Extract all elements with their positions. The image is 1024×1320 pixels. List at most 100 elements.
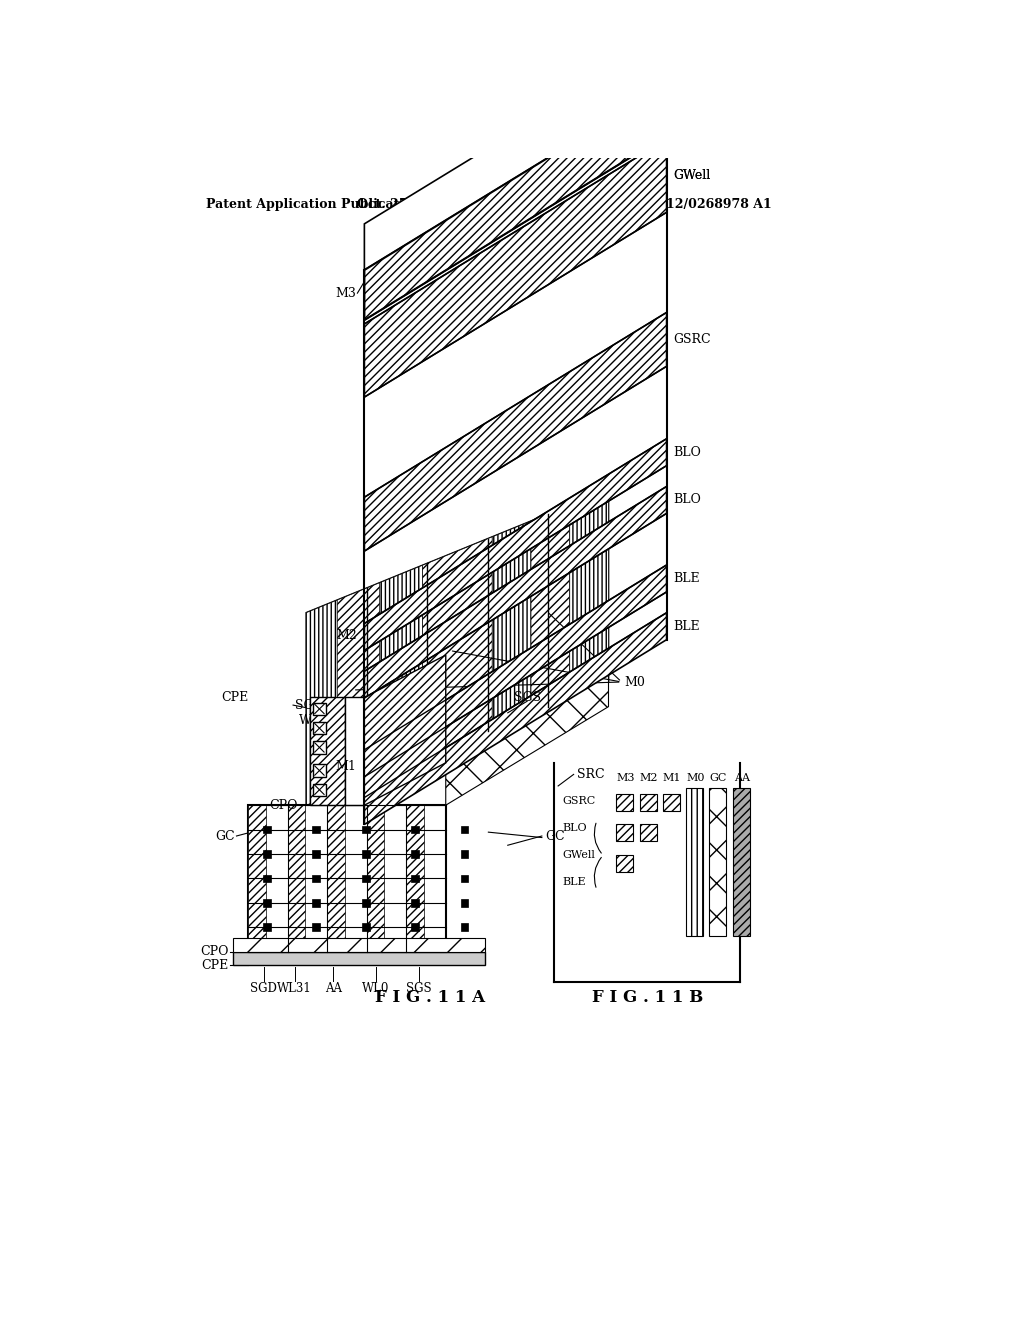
Bar xyxy=(263,850,270,858)
Polygon shape xyxy=(365,136,667,323)
Text: Patent Application Publication: Patent Application Publication xyxy=(206,198,421,211)
Polygon shape xyxy=(380,565,423,775)
Polygon shape xyxy=(306,601,337,805)
Polygon shape xyxy=(531,506,569,714)
Text: GWell: GWell xyxy=(562,850,595,861)
Bar xyxy=(461,923,468,931)
Text: SGD: SGD xyxy=(250,982,278,995)
Text: BLE: BLE xyxy=(673,572,699,585)
Polygon shape xyxy=(365,565,667,776)
Text: BLO: BLO xyxy=(673,494,700,507)
Bar xyxy=(312,899,321,907)
Polygon shape xyxy=(248,805,445,952)
Bar xyxy=(361,899,370,907)
Text: BLO: BLO xyxy=(673,446,700,458)
Polygon shape xyxy=(367,805,384,952)
Text: CPO: CPO xyxy=(269,799,298,812)
Bar xyxy=(361,874,370,882)
Polygon shape xyxy=(365,213,667,498)
Text: BLO: BLO xyxy=(562,824,587,833)
Bar xyxy=(412,850,419,858)
Polygon shape xyxy=(407,805,424,952)
Text: GC: GC xyxy=(545,829,564,842)
Text: CPE: CPE xyxy=(202,958,228,972)
Bar xyxy=(640,825,656,841)
Bar xyxy=(313,722,326,734)
Text: SGS: SGS xyxy=(514,690,541,704)
Polygon shape xyxy=(423,537,493,758)
Bar xyxy=(616,825,633,841)
Polygon shape xyxy=(337,582,380,792)
Text: M3: M3 xyxy=(336,286,356,300)
Text: M1: M1 xyxy=(336,760,356,774)
Text: BLE: BLE xyxy=(673,619,699,632)
Text: WL0: WL0 xyxy=(362,982,390,995)
Bar xyxy=(412,899,419,907)
Polygon shape xyxy=(493,521,531,730)
Text: AA: AA xyxy=(325,982,342,995)
Polygon shape xyxy=(365,655,445,805)
Bar xyxy=(640,793,656,810)
Text: M3: M3 xyxy=(616,774,635,783)
Bar xyxy=(732,788,750,936)
Bar xyxy=(361,850,370,858)
Bar xyxy=(313,764,326,776)
Polygon shape xyxy=(445,668,608,805)
Text: SRC: SRC xyxy=(578,768,605,781)
Text: CPE: CPE xyxy=(221,690,248,704)
Polygon shape xyxy=(232,952,484,965)
Text: M2: M2 xyxy=(640,774,658,783)
Text: F I G . 1 1 B: F I G . 1 1 B xyxy=(592,989,702,1006)
Text: M2: M2 xyxy=(336,630,356,643)
Bar xyxy=(361,923,370,931)
Text: GWell: GWell xyxy=(673,169,710,182)
Bar xyxy=(263,826,270,833)
Text: GC: GC xyxy=(710,774,727,783)
Polygon shape xyxy=(365,513,667,750)
Polygon shape xyxy=(306,490,608,805)
Text: US 2012/0268978 A1: US 2012/0268978 A1 xyxy=(624,198,772,211)
Polygon shape xyxy=(365,313,667,552)
Text: GC: GC xyxy=(215,829,234,842)
Bar xyxy=(412,826,419,833)
Polygon shape xyxy=(310,697,345,805)
Bar xyxy=(616,793,633,810)
Polygon shape xyxy=(365,367,667,623)
Bar xyxy=(361,826,370,833)
Bar xyxy=(263,874,270,882)
Bar xyxy=(313,742,326,754)
Bar xyxy=(686,788,703,936)
Bar xyxy=(461,850,468,858)
Polygon shape xyxy=(328,805,345,952)
Polygon shape xyxy=(232,937,484,952)
Text: SGD: SGD xyxy=(295,698,324,711)
Polygon shape xyxy=(248,805,266,952)
Text: CPO: CPO xyxy=(201,945,228,958)
Bar xyxy=(312,923,321,931)
Text: WL31: WL31 xyxy=(278,982,312,995)
Polygon shape xyxy=(288,805,305,952)
Bar xyxy=(412,874,419,882)
Polygon shape xyxy=(365,612,667,825)
Polygon shape xyxy=(365,438,667,651)
Bar xyxy=(461,874,468,882)
Text: SGS: SGS xyxy=(406,982,431,995)
Polygon shape xyxy=(365,466,667,671)
Bar xyxy=(263,899,270,907)
Polygon shape xyxy=(569,490,608,698)
Polygon shape xyxy=(345,697,365,805)
Text: GSRC: GSRC xyxy=(562,796,595,807)
Bar xyxy=(412,923,419,931)
Bar xyxy=(616,855,633,873)
Text: AA: AA xyxy=(734,774,750,783)
Text: BLE: BLE xyxy=(562,878,586,887)
Text: M0: M0 xyxy=(624,676,645,689)
Bar xyxy=(461,826,468,833)
Polygon shape xyxy=(365,591,667,797)
Polygon shape xyxy=(365,136,667,323)
Bar xyxy=(312,850,321,858)
Text: M0: M0 xyxy=(686,774,705,783)
Polygon shape xyxy=(365,487,667,698)
Polygon shape xyxy=(365,139,667,397)
Bar xyxy=(663,793,680,810)
